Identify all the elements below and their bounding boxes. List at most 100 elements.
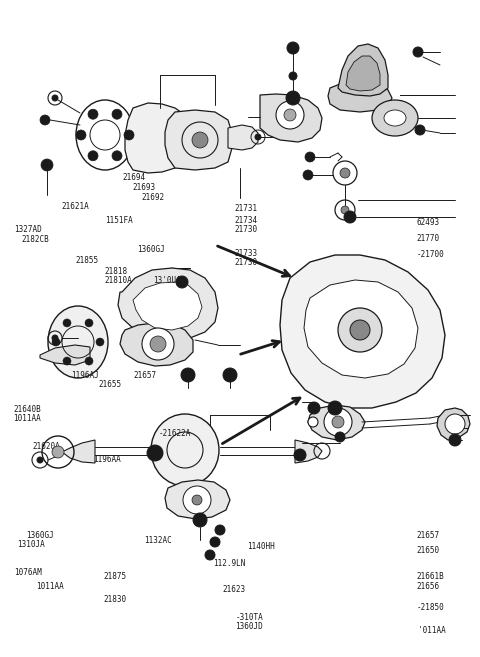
Circle shape: [255, 134, 261, 140]
Circle shape: [52, 446, 64, 458]
Text: 1327AD: 1327AD: [14, 225, 42, 235]
Text: 1360GJ: 1360GJ: [137, 245, 165, 254]
Circle shape: [192, 132, 208, 148]
Circle shape: [303, 170, 313, 180]
Circle shape: [350, 320, 370, 340]
Text: 1132AC: 1132AC: [144, 535, 172, 545]
Circle shape: [52, 338, 60, 346]
Circle shape: [445, 414, 465, 434]
Text: 21657: 21657: [417, 531, 440, 540]
Circle shape: [124, 130, 134, 140]
Text: 21655: 21655: [98, 380, 121, 389]
Text: -21850: -21850: [417, 603, 444, 612]
Text: -310TA: -310TA: [235, 613, 263, 622]
Ellipse shape: [372, 100, 418, 136]
Circle shape: [210, 537, 220, 547]
Text: 21818: 21818: [105, 267, 128, 276]
Polygon shape: [308, 405, 365, 440]
Circle shape: [205, 550, 215, 560]
Text: 21692: 21692: [142, 193, 165, 202]
Circle shape: [176, 276, 188, 288]
Text: 1011AA: 1011AA: [36, 582, 64, 591]
Polygon shape: [40, 345, 90, 365]
Text: 21733: 21733: [234, 249, 257, 258]
Polygon shape: [165, 110, 232, 170]
Polygon shape: [118, 268, 218, 340]
Circle shape: [284, 109, 296, 121]
Circle shape: [341, 206, 349, 214]
Circle shape: [183, 486, 211, 514]
Circle shape: [96, 338, 104, 346]
Text: 21875: 21875: [103, 572, 126, 581]
Text: 21640B: 21640B: [13, 405, 41, 414]
Polygon shape: [260, 94, 322, 142]
Text: 21734: 21734: [234, 216, 257, 225]
Circle shape: [324, 408, 352, 436]
Polygon shape: [328, 82, 392, 112]
Text: 21656: 21656: [417, 582, 440, 591]
Circle shape: [150, 336, 166, 352]
Circle shape: [338, 308, 382, 352]
Text: 2182CB: 2182CB: [22, 235, 49, 244]
Text: 1140HH: 1140HH: [247, 542, 275, 551]
Circle shape: [286, 91, 300, 105]
Text: 21855: 21855: [76, 256, 99, 265]
Text: 21730: 21730: [234, 258, 257, 267]
Circle shape: [276, 101, 304, 129]
Text: 1151FA: 1151FA: [105, 215, 132, 225]
Circle shape: [332, 416, 344, 428]
Circle shape: [193, 513, 207, 527]
Text: 21730: 21730: [234, 225, 257, 235]
Text: 21694: 21694: [122, 173, 145, 182]
Circle shape: [289, 72, 297, 80]
Polygon shape: [165, 480, 230, 519]
Polygon shape: [437, 408, 470, 440]
Circle shape: [294, 449, 306, 461]
Text: 21830: 21830: [103, 595, 126, 604]
Text: -21700: -21700: [417, 250, 444, 260]
Circle shape: [52, 95, 58, 101]
Text: '011AA: '011AA: [418, 626, 445, 635]
Circle shape: [85, 319, 93, 327]
Polygon shape: [338, 44, 388, 96]
Circle shape: [192, 495, 202, 505]
Circle shape: [308, 417, 318, 427]
Text: 21810A: 21810A: [105, 276, 132, 285]
Polygon shape: [133, 282, 202, 330]
Text: 13'0UA: 13'0UA: [153, 276, 180, 285]
Text: 21657: 21657: [133, 371, 156, 380]
Circle shape: [449, 434, 461, 446]
Circle shape: [344, 211, 356, 223]
Polygon shape: [125, 103, 195, 173]
Text: 1196AJ: 1196AJ: [71, 371, 99, 380]
Circle shape: [85, 357, 93, 365]
Polygon shape: [228, 125, 258, 150]
Circle shape: [37, 457, 43, 463]
Circle shape: [63, 357, 71, 365]
Circle shape: [340, 168, 350, 178]
Circle shape: [335, 432, 345, 442]
Text: 21661B: 21661B: [417, 572, 444, 581]
Ellipse shape: [384, 110, 406, 126]
Text: 1310JA: 1310JA: [17, 540, 45, 549]
Text: 21693: 21693: [132, 183, 155, 192]
Text: 21731: 21731: [234, 204, 257, 214]
Polygon shape: [120, 323, 193, 366]
Ellipse shape: [151, 414, 219, 486]
Circle shape: [88, 109, 98, 119]
Text: 21621A: 21621A: [61, 202, 89, 212]
Circle shape: [181, 368, 195, 382]
Ellipse shape: [48, 306, 108, 378]
Circle shape: [142, 328, 174, 360]
Polygon shape: [304, 280, 418, 378]
Text: 21650: 21650: [417, 546, 440, 555]
Circle shape: [328, 401, 342, 415]
Circle shape: [287, 42, 299, 54]
Polygon shape: [295, 440, 322, 463]
Polygon shape: [62, 440, 95, 463]
Text: 1076AM: 1076AM: [14, 568, 42, 578]
Text: -21622A: -21622A: [158, 429, 191, 438]
Circle shape: [215, 525, 225, 535]
Text: 62493: 62493: [417, 217, 440, 227]
Circle shape: [112, 151, 122, 161]
